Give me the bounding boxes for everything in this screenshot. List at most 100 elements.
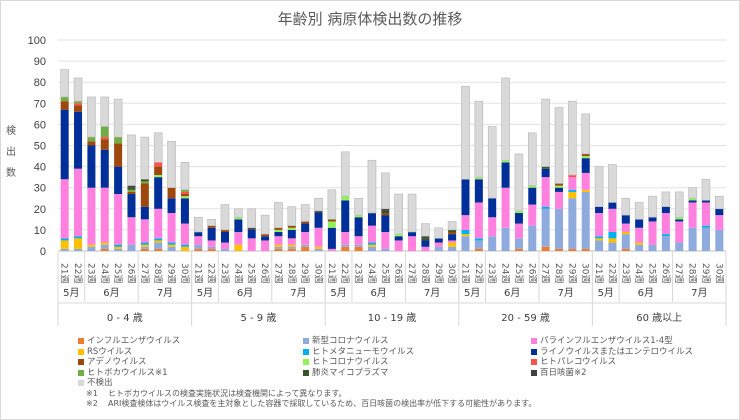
bar-segment-nd bbox=[514, 153, 524, 212]
bar-segment-hcov bbox=[354, 215, 363, 218]
bar-segment-adeno bbox=[167, 187, 176, 199]
bar-segment-covid bbox=[167, 246, 176, 251]
x-tick-label: 22週 bbox=[473, 263, 484, 283]
bar-segment-nd bbox=[381, 172, 390, 210]
bar-segment-hcov bbox=[327, 221, 336, 228]
bar-segment-rs bbox=[114, 246, 123, 249]
bar-segment-adeno bbox=[448, 232, 457, 235]
bar-segment-nd bbox=[87, 96, 96, 138]
x-tick-label: 27週 bbox=[673, 263, 684, 283]
bar-segment-adeno bbox=[140, 183, 149, 207]
bar-segment-para bbox=[554, 191, 564, 209]
bar-segment-nd bbox=[260, 214, 270, 235]
bar-segment-para bbox=[661, 213, 670, 235]
y-tick-label: 20 bbox=[34, 204, 46, 216]
bar-segment-rhino bbox=[274, 232, 283, 237]
bar-segment-covid bbox=[488, 236, 497, 251]
month-label: 6月 bbox=[237, 287, 253, 299]
legend-item-mycoplasma: 肺炎マイコプラズマ bbox=[303, 368, 414, 379]
bar-segment-para bbox=[648, 221, 657, 245]
x-tick-label: 22週 bbox=[606, 263, 617, 283]
bar-segment-rs bbox=[581, 189, 590, 192]
bar-segment-covid bbox=[621, 234, 630, 249]
bar-segment-flu bbox=[354, 246, 363, 251]
bar-segment-adeno bbox=[74, 105, 83, 112]
month-label: 7月 bbox=[691, 287, 707, 299]
bar-segment-nd bbox=[554, 107, 564, 184]
bar-segment-covid bbox=[595, 240, 604, 251]
legend-label: インフルエンザウイルス bbox=[87, 336, 181, 346]
bar-segment-rhino bbox=[501, 162, 510, 188]
bar-segment-hcov bbox=[554, 185, 564, 188]
bar-segment-hmpv bbox=[608, 232, 617, 239]
bar-segment-hpev bbox=[74, 103, 83, 106]
x-tick-label: 29週 bbox=[566, 263, 577, 283]
bar-segment-rs bbox=[621, 232, 630, 235]
bar-segment-covid bbox=[474, 240, 483, 249]
footnote-marker: ※2 bbox=[86, 399, 98, 408]
bar-segment-boca bbox=[100, 126, 109, 138]
bar-segment-hmpv bbox=[154, 238, 163, 241]
bar-segment-para bbox=[701, 202, 710, 226]
x-tick-label: 28週 bbox=[152, 263, 163, 283]
bar-segment-para bbox=[341, 232, 350, 245]
bar-segment-para bbox=[434, 242, 443, 247]
bar-segment-adeno bbox=[287, 225, 296, 228]
bar-segment-nd bbox=[300, 204, 310, 222]
legend-item-pertussis: 百日咳菌※2 bbox=[531, 368, 693, 379]
legend-label: 肺炎マイコプラズマ bbox=[312, 367, 389, 378]
bar-segment-para bbox=[114, 194, 123, 245]
month-label: 5月 bbox=[330, 287, 346, 299]
age-group-label: 20 - 59 歳 bbox=[501, 312, 550, 324]
bar-segment-rhino bbox=[474, 179, 483, 203]
bar-segment-para bbox=[87, 187, 96, 245]
bar-segment-hmpv bbox=[140, 242, 149, 245]
month-label: 5月 bbox=[598, 287, 614, 299]
y-tick-label: 80 bbox=[34, 77, 46, 89]
bar-segment-adeno bbox=[87, 141, 96, 146]
bar-segment-covid bbox=[448, 246, 457, 251]
bar-segment-rs bbox=[568, 191, 577, 199]
bar-segment-rhino bbox=[595, 206, 604, 214]
x-tick-label: 25週 bbox=[647, 263, 658, 283]
bar-segment-para bbox=[595, 213, 604, 237]
legend-item-adeno: アデノウイルス bbox=[78, 357, 180, 368]
bar-segment-hcov bbox=[287, 227, 296, 230]
bar-segment-rs bbox=[274, 244, 283, 247]
bar-segment-nd bbox=[487, 126, 497, 199]
bar-segment-rhino bbox=[461, 179, 470, 216]
bar-segment-rs bbox=[448, 242, 457, 247]
bar-segment-para bbox=[127, 217, 136, 245]
age-group-label: 10 - 19 歳 bbox=[368, 312, 417, 324]
footnotes: ※1 ヒトボカウイルスの検査実施状況は検査機関によって異なります。 ※2 ARI検査検… bbox=[86, 389, 536, 409]
bar-segment-nd bbox=[287, 206, 297, 226]
bar-segment-rs bbox=[314, 246, 323, 249]
bar-segment-nd bbox=[527, 132, 537, 186]
bar-segment-rhino bbox=[314, 213, 323, 228]
bar-segment-hcov bbox=[180, 196, 189, 199]
bar-segment-para bbox=[301, 232, 310, 245]
x-tick-label: 26週 bbox=[526, 263, 537, 283]
bar-segment-rhino bbox=[635, 219, 644, 228]
bar-segment-rhino bbox=[608, 202, 617, 209]
bar-segment-nd bbox=[474, 100, 484, 178]
x-tick-label: 27週 bbox=[272, 263, 283, 283]
bar-segment-para bbox=[327, 248, 336, 251]
legend-item-hcov: ヒトコロナウイルス bbox=[303, 357, 414, 368]
x-tick-label: 29週 bbox=[700, 263, 711, 283]
bar-segment-hcov bbox=[341, 196, 350, 201]
legend-swatch bbox=[303, 369, 309, 376]
bar-segment-nd bbox=[461, 86, 470, 180]
bar-segment-covid bbox=[461, 236, 470, 251]
bar-segment-hcov bbox=[394, 234, 403, 237]
bar-segment-para bbox=[541, 177, 550, 207]
bar-segment-flu bbox=[274, 248, 283, 251]
bar-segment-nd bbox=[608, 164, 617, 203]
bar-segment-rhino bbox=[408, 232, 417, 237]
bar-segment-nd bbox=[274, 202, 283, 229]
bar-segment-covid bbox=[528, 225, 537, 251]
bar-segment-covid bbox=[501, 227, 510, 251]
bar-segment-para bbox=[381, 232, 390, 249]
y-axis-label-char: 数 bbox=[6, 168, 16, 179]
